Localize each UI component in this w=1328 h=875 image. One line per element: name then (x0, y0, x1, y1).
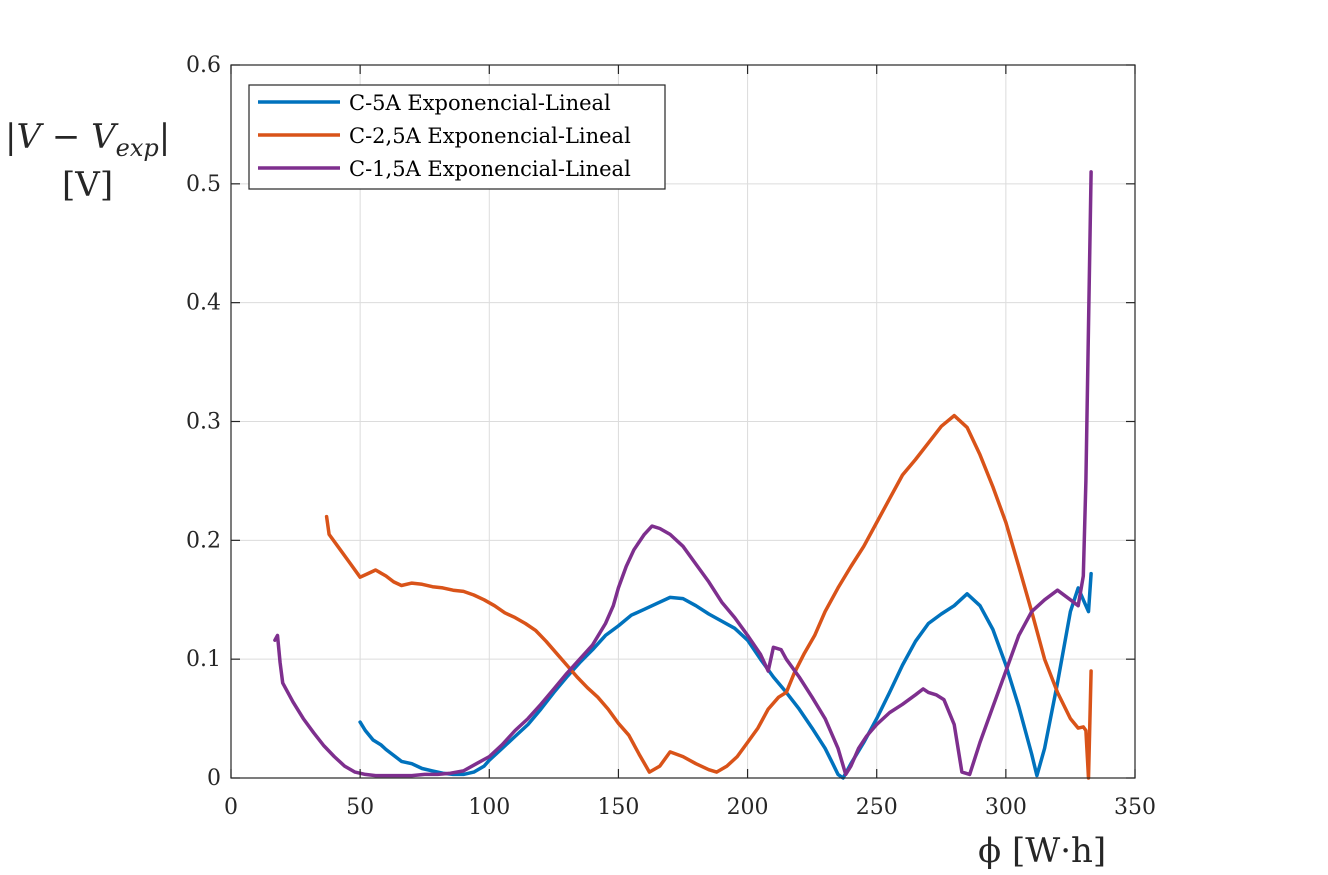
y-tick-label: 0.2 (186, 528, 221, 553)
y-axis-label: |V − Vexp| (5, 117, 170, 162)
x-tick-label: 150 (597, 795, 639, 820)
legend-label-c15a: C-1,5A Exponencial-Lineal (349, 157, 631, 181)
y-axis-label-tail: | (159, 117, 170, 157)
axis-ticks: 0 50 100 150 200 250 300 350 0 0.1 0.2 0.3 0.4 0.5 0.6 (186, 53, 1156, 820)
y-tick-label: 0.5 (186, 172, 221, 197)
y-tick-label: 0.3 (186, 410, 221, 435)
legend-label-c5a: C-5A Exponencial-Lineal (349, 91, 611, 115)
y-tick-label: 0.6 (186, 53, 221, 78)
series-layer (273, 170, 1093, 780)
legend-label-c25a: C-2,5A Exponencial-Lineal (349, 124, 631, 148)
legend: C-5A Exponencial-Lineal C-2,5A Exponenci… (248, 84, 666, 190)
series-line-c5a (358, 571, 1093, 780)
series-line-c15a (273, 170, 1093, 778)
x-tick-label: 50 (346, 795, 374, 820)
x-tick-label: 0 (224, 795, 238, 820)
y-tick-label: 0.1 (186, 647, 221, 672)
y-axis-label-subscript: exp (116, 134, 159, 162)
x-tick-label: 350 (1114, 795, 1156, 820)
x-tick-label: 100 (468, 795, 510, 820)
y-axis-label-main: |V − V (5, 117, 119, 157)
y-tick-label: 0.4 (186, 291, 221, 316)
x-tick-label: 200 (727, 795, 769, 820)
y-axis-unit: [V] (62, 165, 113, 205)
x-tick-label: 300 (985, 795, 1027, 820)
series-line-c25a (324, 413, 1093, 780)
x-tick-label: 250 (856, 795, 898, 820)
y-tick-label: 0 (207, 766, 221, 791)
x-axis-label: ϕ [W·h] (978, 831, 1106, 871)
